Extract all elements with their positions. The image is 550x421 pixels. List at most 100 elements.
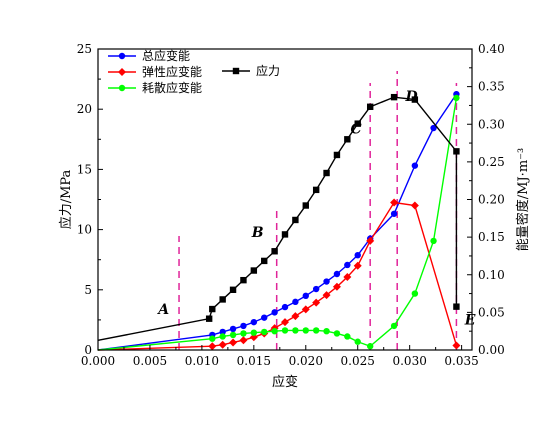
y-right-tick-label: 0.15	[478, 230, 505, 244]
x-tick-label: 0.015	[237, 354, 271, 368]
data-point	[312, 327, 320, 334]
data-point	[322, 291, 331, 300]
data-point	[240, 322, 247, 330]
legend-label: 耗散应变能	[142, 80, 202, 95]
data-point	[240, 276, 247, 284]
data-point	[333, 270, 341, 278]
data-point	[354, 251, 361, 259]
data-point	[209, 305, 216, 313]
chart-marks: A B C D E	[97, 71, 476, 351]
x-tick-label: 0.010	[185, 354, 219, 368]
data-point	[229, 331, 237, 339]
y-left-tick-label: 10	[77, 223, 92, 237]
data-point	[410, 201, 419, 210]
data-point	[249, 333, 258, 342]
data-point	[292, 216, 299, 224]
data-point	[390, 93, 398, 101]
data-point	[239, 336, 248, 345]
legend-marker	[118, 52, 126, 60]
legend-label: 应力	[256, 63, 280, 78]
data-point	[218, 340, 227, 349]
phase-label: B	[251, 225, 264, 241]
data-point	[411, 96, 419, 103]
data-point	[302, 292, 309, 300]
y-left-tick-label: 0	[84, 343, 92, 357]
data-point	[390, 198, 399, 207]
data-point	[205, 315, 213, 322]
y-right-tick-label: 0.35	[478, 80, 505, 94]
data-point	[366, 343, 374, 350]
data-point	[312, 285, 320, 293]
data-point	[250, 329, 258, 336]
data-point	[353, 261, 362, 270]
data-point	[332, 282, 341, 291]
x-tick-label: 0.035	[444, 354, 478, 368]
data-point	[229, 286, 237, 293]
data-point	[271, 309, 278, 316]
data-point	[292, 327, 299, 334]
legend-marker	[118, 84, 126, 92]
data-point	[219, 328, 226, 336]
data-point	[292, 298, 299, 306]
data-point	[354, 120, 361, 127]
x-tick-label: 0.005	[133, 354, 167, 368]
legend-marker	[118, 68, 126, 76]
data-point	[333, 151, 341, 159]
data-point	[250, 318, 258, 326]
y-right-tick-label: 0.05	[478, 305, 505, 319]
data-point	[333, 330, 341, 337]
data-point	[344, 261, 351, 269]
y-left-tick-label: 25	[77, 42, 92, 56]
data-point	[354, 338, 361, 345]
legend-label: 总应变能	[142, 48, 190, 63]
data-point	[344, 136, 351, 143]
data-point	[219, 296, 226, 303]
chart-axes: 0.000 0.005 0.010 0.015 0.020 0.025 0.030 0.035…	[58, 42, 531, 390]
y-right-tick-label: 0.30	[478, 117, 505, 131]
data-point	[271, 327, 278, 335]
phase-label: E	[464, 313, 476, 329]
x-tick-label: 0.030	[392, 354, 426, 368]
data-point	[411, 290, 419, 297]
y-left-tick-label: 20	[77, 102, 92, 116]
data-point	[261, 257, 268, 265]
y-right-tick-label: 0.40	[478, 42, 505, 56]
data-point	[229, 325, 237, 333]
legend-label: 弹性应变能	[142, 64, 202, 79]
data-point	[453, 303, 460, 310]
data-point	[281, 231, 289, 238]
data-point	[281, 303, 289, 311]
data-point	[323, 327, 330, 335]
data-point	[411, 162, 419, 169]
data-point	[453, 148, 460, 155]
data-point	[301, 305, 310, 314]
data-point	[312, 298, 321, 307]
data-point	[261, 314, 268, 321]
data-point	[281, 327, 289, 334]
data-point	[312, 186, 320, 194]
y-right-axis-title: 能量密度/MJ·m⁻³	[515, 148, 531, 251]
data-point	[281, 318, 289, 327]
data-point	[219, 333, 226, 340]
y-right-tick-label: 0.10	[478, 268, 505, 282]
data-point	[323, 278, 330, 285]
data-point	[261, 328, 268, 336]
data-point	[209, 335, 216, 342]
x-tick-label: 0.025	[341, 354, 375, 368]
data-point	[390, 210, 398, 217]
series-line	[97, 96, 458, 342]
data-point	[430, 237, 437, 245]
legend-marker	[232, 67, 240, 75]
data-point	[229, 338, 238, 347]
x-tick-label: 0.020	[289, 354, 323, 368]
data-point	[390, 322, 398, 330]
data-point	[250, 267, 258, 274]
data-point	[323, 169, 330, 177]
data-point	[430, 124, 437, 132]
y-left-tick-label: 15	[77, 162, 92, 176]
data-point	[240, 330, 247, 337]
phase-label: A	[156, 302, 169, 318]
data-point	[344, 333, 351, 340]
x-tick-label: 0.000	[81, 354, 115, 368]
